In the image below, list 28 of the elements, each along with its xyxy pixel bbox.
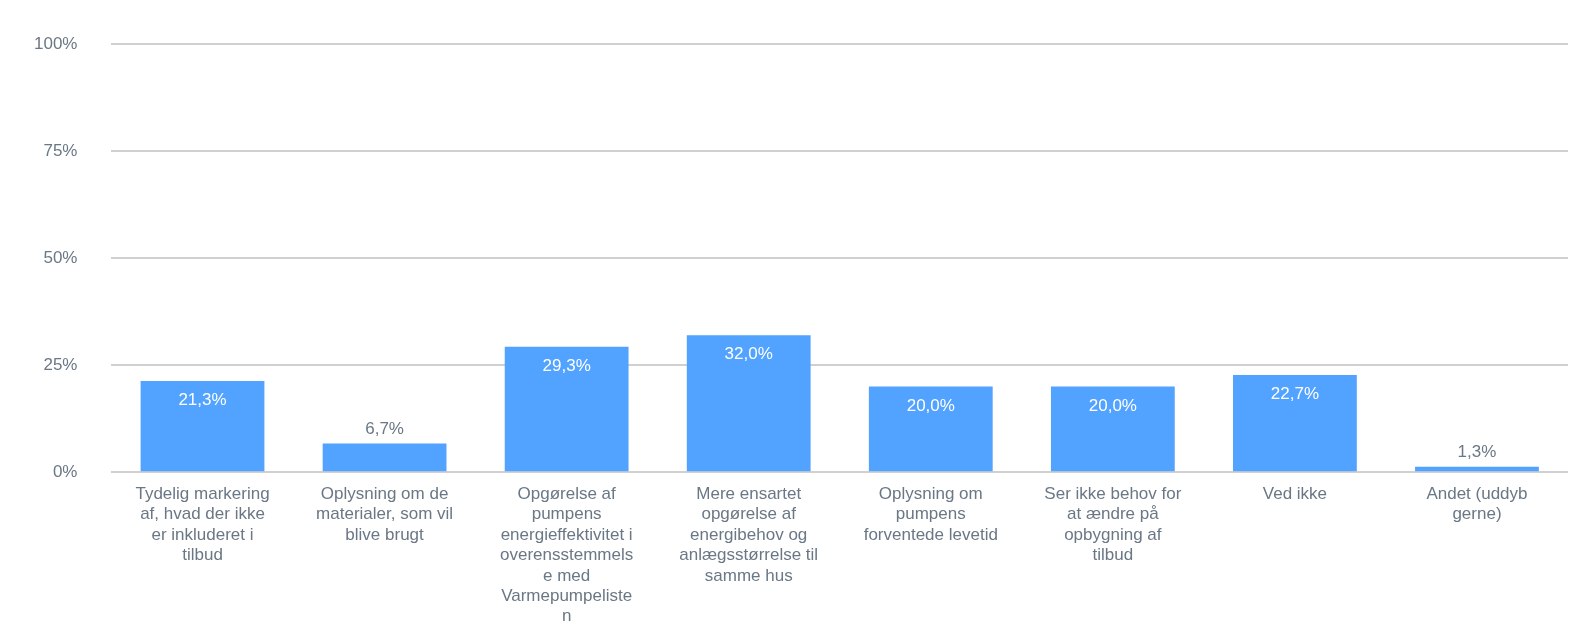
bar — [140, 381, 265, 472]
bar — [868, 386, 993, 472]
y-tick-label: 100% — [34, 33, 78, 53]
x-tick-label: Andet (uddyb gerne) — [1426, 484, 1528, 524]
x-tick-label: Opgørelse af pumpens energieffektivitet i overensstemmelse med Varmepumpelisten — [500, 484, 634, 626]
bar — [686, 335, 811, 472]
bar — [1050, 386, 1175, 472]
bar — [322, 443, 447, 472]
x-tick-label: Oplysning om de materialer, som vil blive brugt — [316, 484, 454, 544]
bar — [504, 346, 629, 472]
data-label: 22,7% — [1270, 384, 1319, 404]
y-tick-label: 50% — [43, 247, 78, 267]
data-label: 20,0% — [906, 395, 955, 415]
x-tick-label: Ser ikke behov for at ændre på opbygning af tilbud — [1044, 484, 1182, 565]
x-tick-label: Tydelig markering af, hvad der ikke er inkluderet i tilbud — [135, 484, 270, 565]
data-label: 29,3% — [542, 355, 591, 375]
data-label: 20,0% — [1088, 395, 1137, 415]
x-tick-label: Oplysning om pumpens forventede levetid — [863, 484, 998, 544]
data-label: 21,3% — [178, 390, 227, 410]
bar — [1233, 375, 1357, 472]
data-label: 1,3% — [1457, 441, 1497, 461]
data-label: 6,7% — [365, 418, 404, 438]
y-tick-label: 0% — [52, 461, 78, 481]
y-tick-label: 75% — [43, 140, 78, 160]
data-label: 32,0% — [724, 344, 773, 364]
y-tick-label: 25% — [43, 354, 78, 374]
x-tick-label: Mere ensartet opgørelse af energibehov og anlægsstørrelse til samme hus — [679, 484, 819, 585]
x-tick-label: Ved ikke — [1262, 484, 1328, 504]
